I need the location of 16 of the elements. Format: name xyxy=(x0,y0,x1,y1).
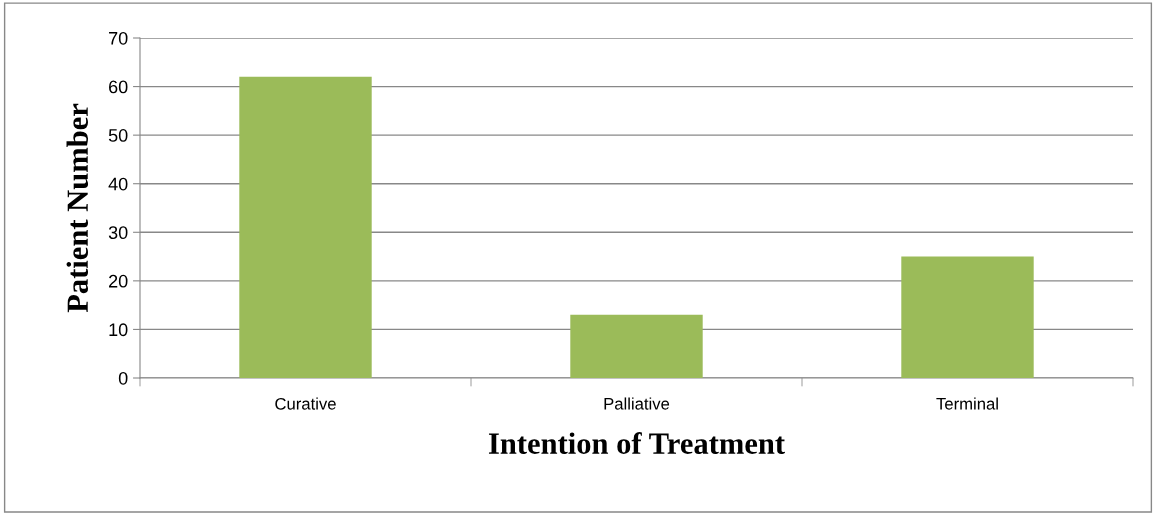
y-axis-title: Patient Number xyxy=(66,103,89,313)
y-tick-label: 40 xyxy=(108,177,128,191)
y-tick-label: 30 xyxy=(108,226,128,240)
x-axis-title: Intention of Treatment xyxy=(488,432,785,454)
y-tick-label: 0 xyxy=(118,371,128,385)
x-tick-label: Palliative xyxy=(604,397,670,410)
y-tick-label: 10 xyxy=(109,323,128,337)
y-tick-label: 20 xyxy=(109,274,128,288)
x-tick-label: Curative xyxy=(275,397,336,410)
y-tick-label: 70 xyxy=(109,31,128,45)
bar xyxy=(239,76,372,378)
bar xyxy=(901,256,1034,378)
y-tick-label: 50 xyxy=(108,129,128,142)
y-tick-label: 60 xyxy=(109,80,128,94)
bar xyxy=(570,314,703,378)
x-tick-label: Terminal xyxy=(936,397,998,410)
